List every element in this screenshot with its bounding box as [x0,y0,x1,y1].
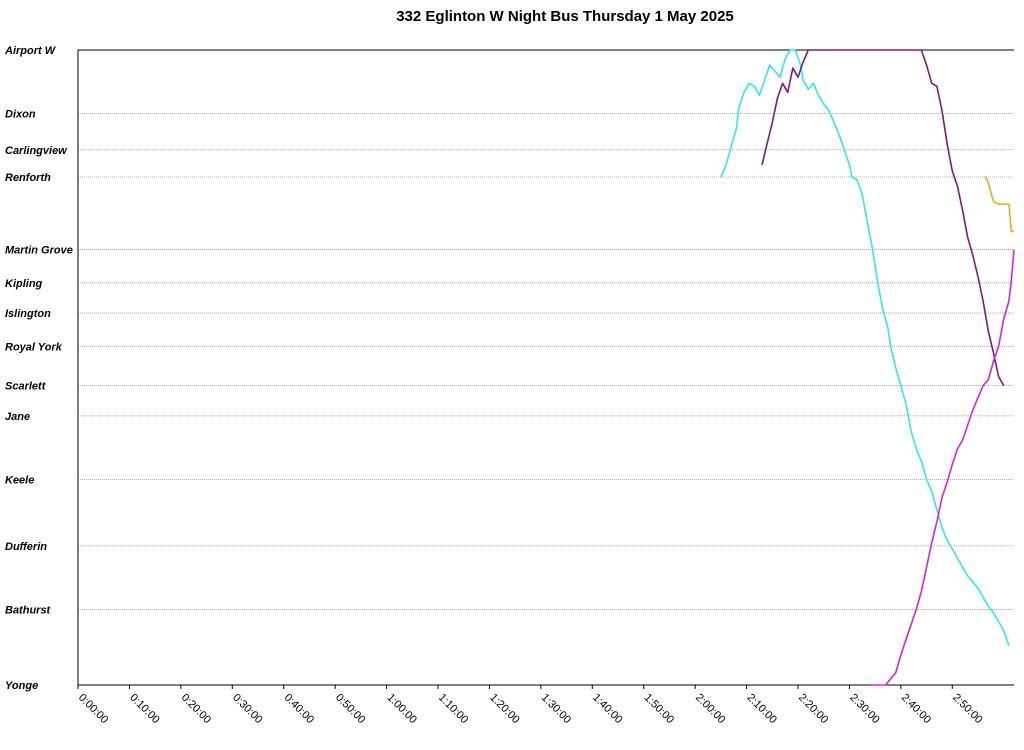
x-tick-label: 2:00:00 [693,692,727,726]
x-tick-label: 1:20:00 [487,692,521,726]
x-tick-labels: 0:00:00 0:10:00 0:20:00 0:30:00 0:40:00 0:50:… [76,692,985,726]
series-line-1 [720,49,1010,646]
x-tick-label: 0:50:00 [333,692,367,726]
stop-label: Islington [5,308,51,320]
x-tick-label: 1:00:00 [384,692,418,726]
stop-label: Keele [5,474,34,486]
stop-label: Dufferin [5,541,47,553]
x-tick-label: 0:10:00 [127,692,161,726]
stop-label: Dixon [5,109,36,121]
series-line-2 [761,49,1005,386]
x-tick-label: 2:30:00 [847,692,881,726]
stop-label: Bathurst [5,604,52,616]
series-line-4 [870,249,1015,686]
stop-label: Renforth [5,172,51,184]
x-tick-label: 0:30:00 [230,692,264,726]
stop-label: Royal York [5,341,63,353]
stop-label: Carlingview [5,145,68,157]
stop-labels: Airport W Dixon Carlingview Renforth Martin … [4,45,73,692]
series-group [720,49,1015,686]
stop-label: Kipling [5,278,43,290]
stop-label: Martin Grove [5,245,73,257]
gridlines [78,113,1014,610]
x-tick-label: 1:50:00 [642,692,676,726]
chart-title: 332 Eglinton W Night Bus Thursday 1 May … [396,8,734,25]
stop-label: Yonge [5,680,38,692]
x-tick-label: 0:40:00 [282,692,316,726]
x-tick-label: 1:30:00 [539,692,573,726]
x-tick-label: 1:10:00 [436,692,470,726]
x-tick-label: 2:10:00 [744,692,778,726]
stop-label: Jane [5,411,30,423]
x-tick-label: 2:40:00 [899,692,933,726]
stop-label: Airport W [4,45,57,57]
x-tick-label: 0:00:00 [76,692,110,726]
axes [77,49,1014,689]
series-line-3 [984,176,1014,233]
x-tick-label: 2:20:00 [796,692,830,726]
stop-label: Scarlett [5,381,47,393]
x-tick-label: 1:40:00 [590,692,624,726]
x-tick-label: 2:50:00 [950,692,984,726]
x-tick-label: 0:20:00 [179,692,213,726]
